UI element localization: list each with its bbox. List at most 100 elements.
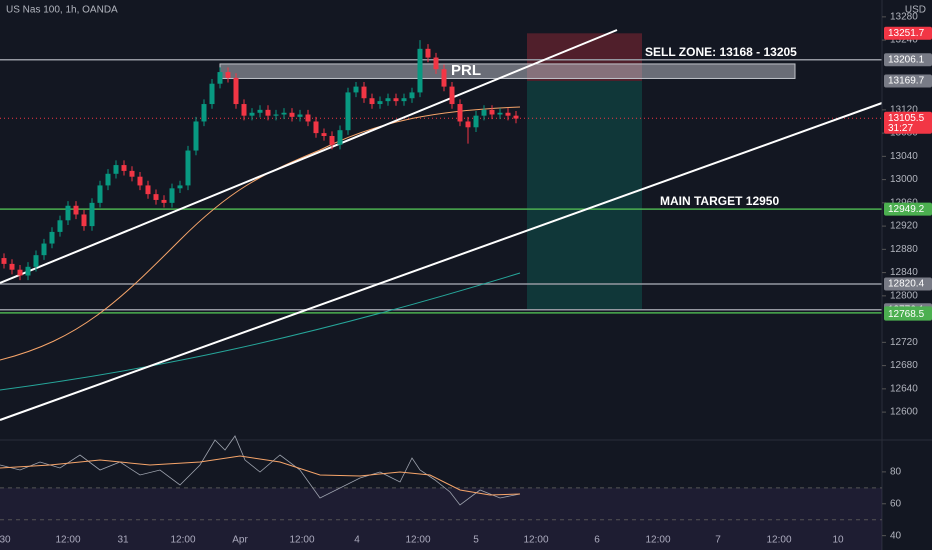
target-label: MAIN TARGET 12950 [660, 194, 779, 208]
candle-body [321, 133, 327, 137]
candle-body [473, 115, 479, 128]
candle-body [465, 121, 471, 128]
x-tick-label: 12:00 [405, 535, 430, 546]
candle-body [249, 112, 255, 116]
candle-body [273, 114, 279, 116]
candle-body [337, 130, 343, 145]
currency: USD [905, 5, 926, 16]
y-tick-label: 13280 [890, 11, 918, 22]
rsi-line [0, 435, 521, 506]
candle-body [409, 92, 415, 99]
candle-body [401, 98, 407, 102]
rsi-band [0, 487, 882, 550]
moving-average [0, 272, 521, 391]
rsi-ma [0, 455, 521, 496]
candle-body [73, 205, 79, 215]
x-tick-label: Apr [232, 535, 248, 546]
x-tick-label: 4 [354, 535, 360, 546]
candle-body [489, 109, 495, 115]
plot-area: PRL SELL ZONE: 13168 - 13205 MAIN TARGET 1… [0, 29, 883, 421]
candle-body [209, 83, 215, 105]
y-tick-label: 12680 [890, 360, 918, 371]
candle-body [497, 112, 503, 115]
rsi-tick-label: 80 [890, 467, 902, 478]
y-tick-label: 12600 [890, 407, 918, 418]
candle-body [505, 112, 511, 116]
candle-body [97, 185, 103, 203]
candle-body [513, 115, 519, 119]
x-tick-label: 10 [832, 535, 844, 546]
candle-body [161, 199, 167, 203]
x-tick-label: 12:00 [645, 535, 670, 546]
x-tick-label: 12:00 [170, 535, 195, 546]
prl-zone [219, 63, 796, 79]
price-tag [884, 277, 932, 291]
price-tag-label: 12949.2 [888, 204, 925, 215]
candle-body [81, 214, 87, 227]
candle-body [361, 86, 367, 99]
candle-body [121, 165, 127, 171]
price-tag-label: 13206.1 [888, 54, 925, 65]
candle-body [33, 255, 39, 267]
candle-body [257, 109, 263, 113]
moving-average [0, 106, 521, 361]
candle-body [177, 185, 183, 189]
candle-body [225, 72, 231, 78]
candle-body [105, 173, 111, 186]
y-tick-label: 12800 [890, 290, 918, 301]
candle-body [377, 101, 383, 105]
y-tick-label: 12640 [890, 383, 918, 394]
candle-body [145, 185, 151, 195]
y-tick-label: 12840 [890, 267, 918, 278]
candle-body [265, 109, 271, 116]
candle-body [305, 114, 311, 122]
candle-body [241, 104, 247, 116]
candle-body [169, 188, 175, 203]
x-tick-label: 31 [117, 535, 129, 546]
y-tick-label: 12720 [890, 337, 918, 348]
candle-body [425, 48, 431, 58]
candle-body [41, 243, 47, 256]
x-tick-label: 6 [594, 535, 600, 546]
candle-body [289, 112, 295, 117]
candle-body [457, 104, 463, 122]
y-tick-label: 12880 [890, 244, 918, 255]
candle-body [345, 92, 351, 131]
price-tag-label: 12820.4 [888, 279, 925, 290]
y-tick-label: 13040 [890, 151, 918, 162]
price-tag [884, 74, 932, 88]
price-tag-label: 13105.5 [888, 113, 925, 124]
candle-body [353, 86, 359, 93]
candle-body [89, 202, 95, 227]
price-tag [884, 26, 932, 40]
price-tag-label: 12768.5 [888, 309, 925, 320]
candle-body [385, 98, 391, 102]
candle-body [481, 109, 487, 116]
candle-body [57, 220, 63, 232]
price-tag-label: 13169.7 [888, 76, 925, 87]
price-tag [884, 202, 932, 216]
candle-body [113, 165, 119, 174]
candle-body [433, 57, 439, 70]
y-tick-label: 12920 [890, 221, 918, 232]
candle-body [329, 136, 335, 145]
candle-body [281, 112, 287, 115]
candle-body [137, 176, 143, 186]
candle-body [1, 258, 7, 264]
candle-body [297, 114, 303, 117]
rsi-tick-label: 40 [890, 530, 902, 541]
price-tag [884, 307, 932, 321]
y-tick-label: 13000 [890, 174, 918, 185]
candle-body [193, 121, 199, 151]
y-tick-label: 13120 [890, 104, 918, 115]
x-tick-label: 5 [473, 535, 479, 546]
candle-body [25, 266, 31, 276]
candle-body [9, 263, 15, 270]
candle-body [393, 98, 399, 102]
candle-body [201, 104, 207, 122]
sell-zone-label: SELL ZONE: 13168 - 13205 [645, 45, 797, 59]
rsi-tick-label: 60 [890, 498, 902, 509]
x-tick-label: 12:00 [766, 535, 791, 546]
countdown: 31:27 [888, 123, 913, 134]
